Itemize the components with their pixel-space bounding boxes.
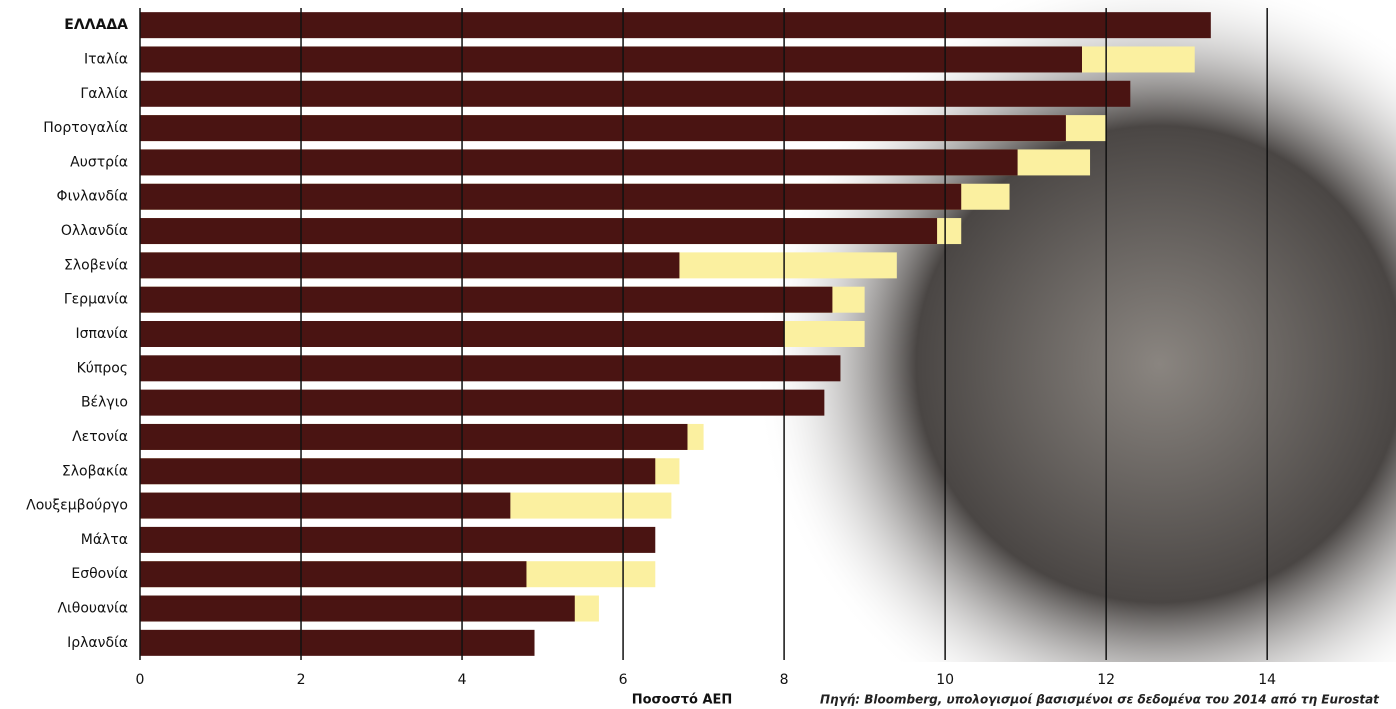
y-tick-label: Λουξεμβούργο — [26, 498, 128, 514]
bar — [140, 115, 1066, 142]
y-tick-label: Μάλτα — [81, 532, 128, 548]
y-tick-label: Εσθονία — [71, 566, 128, 582]
y-tick-label: Ιρλανδία — [67, 635, 128, 651]
y-tick-label: Σλοβενία — [64, 257, 128, 273]
x-tick-label: 10 — [936, 672, 954, 688]
y-tick-label: Φινλανδία — [57, 189, 128, 205]
x-axis-label: Ποσοστό ΑΕΠ — [632, 693, 733, 708]
bar — [140, 526, 656, 553]
bar — [140, 355, 841, 382]
x-tick-label: 4 — [458, 672, 467, 688]
y-tick-label: Λετονία — [72, 429, 128, 445]
bar — [140, 595, 575, 622]
y-tick-label: Ισπανία — [76, 326, 128, 342]
bar — [140, 423, 688, 450]
y-tick-label: Βέλγιο — [81, 395, 128, 411]
bar — [140, 629, 535, 656]
x-tick-label: 6 — [619, 672, 628, 688]
bar — [140, 183, 962, 210]
y-tick-label: ΕΛΛΑΔΑ — [64, 17, 128, 33]
y-tick-label: Πορτογαλία — [43, 120, 128, 136]
bar — [140, 252, 680, 279]
y-tick-label: Ιταλία — [84, 51, 128, 67]
bar — [140, 286, 833, 313]
bar — [140, 389, 825, 416]
bar — [140, 218, 938, 245]
source-note: Πηγή: Bloomberg, υπολογισμοί βασισμένοι … — [820, 693, 1380, 707]
x-tick-label: 8 — [780, 672, 789, 688]
bar — [140, 458, 656, 485]
bar — [140, 46, 1082, 73]
y-tick-label: Ολλανδία — [61, 223, 128, 239]
y-tick-label: Κύπρος — [77, 360, 128, 376]
bar — [140, 561, 527, 588]
y-tick-label: Σλοβακία — [62, 463, 128, 479]
bar — [140, 492, 511, 519]
y-tick-label: Γερμανία — [64, 292, 128, 308]
x-tick-label: 0 — [136, 672, 145, 688]
bar — [140, 80, 1131, 107]
x-tick-label: 14 — [1258, 672, 1276, 688]
x-tick-label: 2 — [297, 672, 306, 688]
y-tick-label: Αυστρία — [70, 154, 128, 170]
bar — [140, 149, 1018, 176]
y-tick-label: Γαλλία — [80, 86, 128, 102]
x-tick-label: 12 — [1097, 672, 1115, 688]
bar — [140, 12, 1211, 39]
y-tick-label: Λιθουανία — [57, 601, 128, 617]
